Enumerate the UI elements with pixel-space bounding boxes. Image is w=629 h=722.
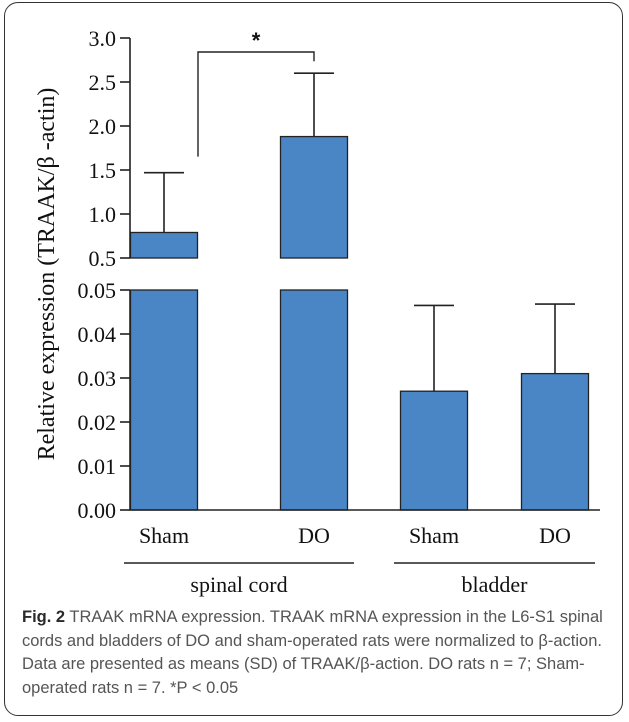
group-label: bladder — [462, 572, 529, 597]
x-tick-label: Sham — [139, 523, 189, 548]
bar-upper-part — [129, 231, 199, 259]
x-tick-label: DO — [539, 523, 571, 548]
figure-caption: Fig. 2 TRAAK mRNA expression. TRAAK mRNA… — [22, 606, 614, 700]
bar — [399, 390, 469, 511]
y-tick-label: 2.0 — [89, 114, 117, 139]
caption-text: TRAAK mRNA expression. TRAAK mRNA expres… — [22, 608, 603, 697]
y-tick-label: 2.5 — [89, 70, 117, 95]
bar — [520, 372, 590, 511]
y-axis-label: Relative expression (TRAAK/β -actin) — [34, 88, 60, 461]
y-tick-label: 1.0 — [89, 202, 117, 227]
y-tick-label: 0.04 — [78, 322, 117, 347]
y-tick-label: 1.5 — [89, 158, 117, 183]
y-tick-label: 0.05 — [78, 278, 117, 303]
y-tick-label: 0.01 — [78, 454, 117, 479]
bar-upper-part — [279, 135, 349, 259]
figure-label: Fig. 2 — [22, 608, 66, 626]
y-tick-label: 0.5 — [89, 246, 117, 271]
significance-bracket — [197, 51, 315, 157]
y-tick-label: 0.02 — [78, 410, 117, 435]
bar-lower-part — [279, 289, 349, 511]
x-tick-label: DO — [298, 523, 330, 548]
group-label: spinal cord — [190, 572, 287, 597]
x-tick-label: Sham — [409, 523, 459, 548]
significance-label: * — [252, 28, 261, 53]
y-tick-label: 0.00 — [78, 498, 117, 523]
y-tick-label: 0.03 — [78, 366, 117, 391]
bar-chart: 0.5 1.0 1.5 2.0 2.5 3.0 0.00 0.01 0.02 0.03 0.04 0.… — [34, 26, 600, 597]
y-tick-label: 3.0 — [89, 26, 117, 51]
bar-lower-part — [129, 289, 199, 511]
